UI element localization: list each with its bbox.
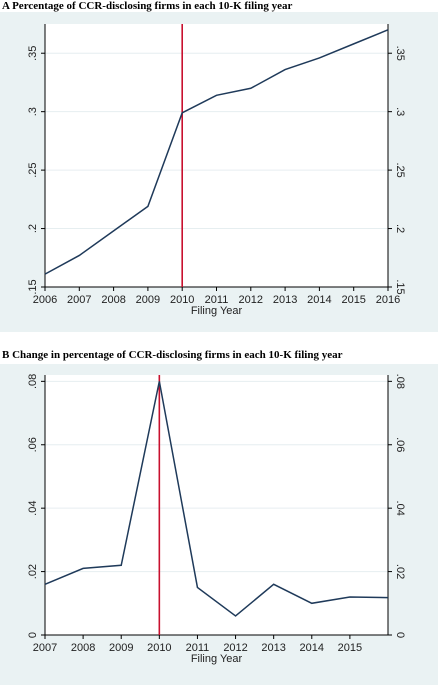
- chart-b-plot-area: [45, 375, 388, 635]
- chart-b-x-tick-label: 2013: [261, 642, 285, 654]
- chart-b-panel: 0 0 .02 .02 .04 .04 .06 .06 .08 .08 2007 2008 2009 20…: [0, 364, 438, 685]
- chart-a-y-tick-label-right: .2: [394, 224, 406, 233]
- chart-b-x-tick-label: 2007: [33, 642, 57, 654]
- chart-a-x-tick-label: 2014: [307, 294, 331, 306]
- chart-a-y-tick-label-right: .15: [394, 279, 406, 294]
- chart-b-y-tick-label-left: .04: [27, 501, 39, 516]
- chart-b-y-tick-label-left: .02: [27, 564, 39, 579]
- chart-a-y-tick-label-left: .25: [27, 162, 39, 177]
- chart-a-x-tick-label: 2008: [101, 294, 125, 306]
- chart-a-x-tick-label: 2013: [273, 294, 297, 306]
- chart-a-title: A Percentage of CCR-disclosing firms in …: [2, 0, 293, 12]
- chart-a-x-tick-label: 2015: [341, 294, 365, 306]
- chart-b-y-tick-label-right: .08: [394, 374, 406, 389]
- chart-b-x-tick-label: 2009: [109, 642, 133, 654]
- chart-a-y-tick-label-right: .25: [394, 162, 406, 177]
- chart-a-x-tick-label: 2009: [136, 294, 160, 306]
- chart-b-x-axis-title: Filing Year: [191, 653, 243, 665]
- chart-b-y-tick-label-left: .08: [27, 374, 39, 389]
- chart-b-x-tick-label: 2010: [147, 642, 171, 654]
- chart-b-y-tick-label-left: .06: [27, 437, 39, 452]
- chart-b-y-tick-label-right: 0: [394, 632, 406, 638]
- chart-a-panel: .15 .15 .2 .2 .25 .25 .3 .3 .35 .35 2006 2007 2008 20…: [0, 12, 438, 332]
- chart-b-svg: 0 0 .02 .02 .04 .04 .06 .06 .08 .08 2007 2008 2009 20…: [27, 374, 406, 665]
- chart-a-x-tick-label: 2016: [376, 294, 400, 306]
- chart-a-y-tick-label-right: .35: [394, 46, 406, 61]
- chart-b-series-line: [44, 381, 389, 617]
- chart-b-title: B Change in percentage of CCR-disclosing…: [2, 349, 343, 361]
- chart-a-x-tick-label: 2011: [205, 294, 229, 306]
- chart-a-x-tick-label: 2010: [170, 294, 194, 306]
- chart-a-y-tick-label-right: .3: [394, 107, 406, 116]
- chart-b-y-tick-label-right: .02: [394, 564, 406, 579]
- chart-a-plot-area: [45, 24, 388, 287]
- chart-a-y-tick-label-left: .35: [27, 46, 39, 61]
- chart-b-x-tick-label: 2014: [300, 642, 324, 654]
- chart-b-x-tick-label: 2012: [223, 642, 247, 654]
- chart-b-x-tick-label: 2011: [186, 642, 210, 654]
- chart-b-x-tick-label: 2015: [338, 642, 362, 654]
- chart-b-y-tick-label-right: .04: [394, 501, 406, 516]
- chart-a-x-tick-label: 2007: [67, 294, 91, 306]
- chart-a-svg: .15 .15 .2 .2 .25 .25 .3 .3 .35 .35 2006 2007 2008 20…: [27, 24, 406, 317]
- chart-a-y-tick-label-left: .2: [27, 224, 39, 233]
- chart-a-x-axis-title: Filing Year: [191, 305, 243, 317]
- chart-a-x-tick-label: 2006: [33, 294, 57, 306]
- chart-a-x-tick-label: 2012: [239, 294, 263, 306]
- chart-a-y-tick-label-left: .15: [27, 279, 39, 294]
- chart-b-y-tick-label-left: 0: [27, 632, 39, 638]
- chart-b-y-tick-label-right: .06: [394, 437, 406, 452]
- chart-b-x-tick-label: 2008: [71, 642, 95, 654]
- chart-a-y-tick-label-left: .3: [27, 107, 39, 116]
